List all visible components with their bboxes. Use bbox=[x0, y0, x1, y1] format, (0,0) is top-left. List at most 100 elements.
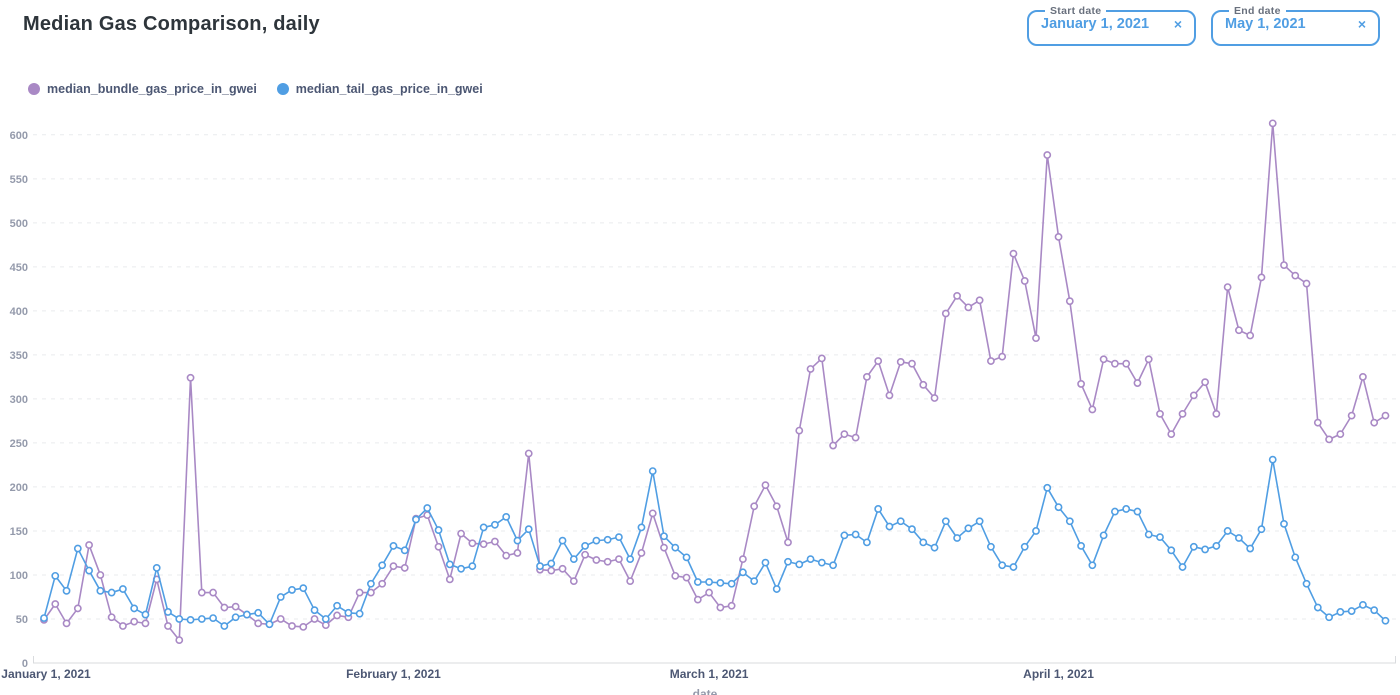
data-point-median_bundle_gas_price_in_gwei[interactable] bbox=[693, 595, 702, 604]
data-point-median_tail_gas_price_in_gwei[interactable] bbox=[378, 561, 387, 570]
data-point-median_bundle_gas_price_in_gwei[interactable] bbox=[581, 550, 589, 559]
data-point-median_tail_gas_price_in_gwei[interactable] bbox=[592, 536, 601, 545]
data-point-median_tail_gas_price_in_gwei[interactable] bbox=[885, 522, 894, 531]
data-point-median_bundle_gas_price_in_gwei[interactable] bbox=[96, 571, 105, 579]
data-point-median_tail_gas_price_in_gwei[interactable] bbox=[209, 614, 217, 623]
data-point-median_bundle_gas_price_in_gwei[interactable] bbox=[806, 365, 815, 373]
data-point-median_tail_gas_price_in_gwei[interactable] bbox=[941, 517, 950, 526]
data-point-median_tail_gas_price_in_gwei[interactable] bbox=[1144, 530, 1153, 539]
data-point-median_tail_gas_price_in_gwei[interactable] bbox=[141, 610, 150, 619]
data-point-median_tail_gas_price_in_gwei[interactable] bbox=[1099, 531, 1108, 540]
data-point-median_bundle_gas_price_in_gwei[interactable] bbox=[491, 537, 499, 546]
data-point-median_tail_gas_price_in_gwei[interactable] bbox=[1257, 525, 1266, 534]
data-point-median_tail_gas_price_in_gwei[interactable] bbox=[693, 578, 702, 586]
data-point-median_tail_gas_price_in_gwei[interactable] bbox=[637, 523, 646, 532]
data-point-median_bundle_gas_price_in_gwei[interactable] bbox=[321, 621, 330, 630]
start-date-filter[interactable]: Start date January 1, 2021 × bbox=[1027, 5, 1196, 46]
data-point-median_tail_gas_price_in_gwei[interactable] bbox=[1246, 544, 1255, 553]
data-point-median_bundle_gas_price_in_gwei[interactable] bbox=[919, 380, 928, 389]
data-point-median_tail_gas_price_in_gwei[interactable] bbox=[400, 546, 409, 555]
data-point-median_bundle_gas_price_in_gwei[interactable] bbox=[1032, 334, 1040, 343]
data-point-median_tail_gas_price_in_gwei[interactable] bbox=[457, 564, 465, 573]
data-point-median_tail_gas_price_in_gwei[interactable] bbox=[333, 601, 341, 610]
data-point-median_tail_gas_price_in_gwei[interactable] bbox=[626, 555, 635, 564]
data-point-median_tail_gas_price_in_gwei[interactable] bbox=[705, 578, 713, 586]
data-point-median_bundle_gas_price_in_gwei[interactable] bbox=[964, 303, 973, 312]
data-point-median_bundle_gas_price_in_gwei[interactable] bbox=[1009, 249, 1018, 258]
data-point-median_tail_gas_price_in_gwei[interactable] bbox=[299, 584, 308, 593]
data-point-median_tail_gas_price_in_gwei[interactable] bbox=[310, 606, 319, 615]
data-point-median_bundle_gas_price_in_gwei[interactable] bbox=[445, 575, 454, 584]
data-point-median_bundle_gas_price_in_gwei[interactable] bbox=[671, 571, 680, 580]
data-point-median_tail_gas_price_in_gwei[interactable] bbox=[40, 614, 48, 623]
data-point-median_tail_gas_price_in_gwei[interactable] bbox=[772, 585, 781, 593]
data-point-median_bundle_gas_price_in_gwei[interactable] bbox=[524, 449, 533, 458]
data-point-median_bundle_gas_price_in_gwei[interactable] bbox=[1257, 273, 1266, 282]
data-point-median_bundle_gas_price_in_gwei[interactable] bbox=[682, 573, 691, 582]
data-point-median_bundle_gas_price_in_gwei[interactable] bbox=[502, 551, 511, 560]
data-point-median_bundle_gas_price_in_gwei[interactable] bbox=[1370, 418, 1379, 427]
data-point-median_bundle_gas_price_in_gwei[interactable] bbox=[739, 555, 747, 564]
data-point-median_bundle_gas_price_in_gwei[interactable] bbox=[615, 555, 623, 564]
data-point-median_bundle_gas_price_in_gwei[interactable] bbox=[209, 588, 217, 597]
data-point-median_bundle_gas_price_in_gwei[interactable] bbox=[231, 602, 240, 611]
data-point-median_bundle_gas_price_in_gwei[interactable] bbox=[987, 357, 995, 365]
data-point-median_bundle_gas_price_in_gwei[interactable] bbox=[1381, 411, 1390, 420]
data-point-median_tail_gas_price_in_gwei[interactable] bbox=[412, 515, 420, 524]
data-point-median_bundle_gas_price_in_gwei[interactable] bbox=[1099, 355, 1108, 364]
data-point-median_bundle_gas_price_in_gwei[interactable] bbox=[863, 372, 871, 381]
data-point-median_bundle_gas_price_in_gwei[interactable] bbox=[1291, 271, 1300, 280]
data-point-median_bundle_gas_price_in_gwei[interactable] bbox=[1189, 391, 1198, 400]
data-point-median_bundle_gas_price_in_gwei[interactable] bbox=[1246, 331, 1255, 340]
data-point-median_tail_gas_price_in_gwei[interactable] bbox=[930, 543, 939, 552]
data-point-median_bundle_gas_price_in_gwei[interactable] bbox=[908, 359, 916, 368]
legend-item-tail[interactable]: median_tail_gas_price_in_gwei bbox=[276, 82, 483, 96]
data-point-median_bundle_gas_price_in_gwei[interactable] bbox=[1077, 380, 1085, 388]
clear-start-date-icon[interactable]: × bbox=[1173, 16, 1182, 32]
data-point-median_bundle_gas_price_in_gwei[interactable] bbox=[1111, 359, 1119, 368]
data-point-median_bundle_gas_price_in_gwei[interactable] bbox=[953, 292, 961, 300]
data-point-median_bundle_gas_price_in_gwei[interactable] bbox=[1212, 409, 1221, 418]
data-point-median_bundle_gas_price_in_gwei[interactable] bbox=[276, 615, 285, 623]
data-point-median_tail_gas_price_in_gwei[interactable] bbox=[119, 585, 127, 593]
data-point-median_bundle_gas_price_in_gwei[interactable] bbox=[1088, 405, 1097, 414]
data-point-median_tail_gas_price_in_gwei[interactable] bbox=[806, 555, 815, 564]
data-point-median_bundle_gas_price_in_gwei[interactable] bbox=[378, 579, 387, 588]
data-point-median_bundle_gas_price_in_gwei[interactable] bbox=[592, 556, 601, 564]
data-point-median_bundle_gas_price_in_gwei[interactable] bbox=[930, 394, 939, 402]
data-point-median_tail_gas_price_in_gwei[interactable] bbox=[558, 536, 567, 545]
data-point-median_tail_gas_price_in_gwei[interactable] bbox=[603, 535, 612, 544]
data-point-median_tail_gas_price_in_gwei[interactable] bbox=[243, 610, 251, 619]
data-point-median_tail_gas_price_in_gwei[interactable] bbox=[355, 609, 364, 618]
data-point-median_tail_gas_price_in_gwei[interactable] bbox=[1359, 600, 1367, 609]
data-point-median_tail_gas_price_in_gwei[interactable] bbox=[491, 520, 499, 529]
data-point-median_bundle_gas_price_in_gwei[interactable] bbox=[1347, 411, 1356, 420]
data-point-median_bundle_gas_price_in_gwei[interactable] bbox=[941, 309, 950, 318]
data-point-median_bundle_gas_price_in_gwei[interactable] bbox=[637, 549, 646, 557]
data-point-median_tail_gas_price_in_gwei[interactable] bbox=[367, 579, 375, 588]
data-point-median_bundle_gas_price_in_gwei[interactable] bbox=[874, 357, 883, 365]
data-point-median_bundle_gas_price_in_gwei[interactable] bbox=[1122, 359, 1131, 368]
data-point-median_bundle_gas_price_in_gwei[interactable] bbox=[975, 296, 984, 305]
data-point-median_tail_gas_price_in_gwei[interactable] bbox=[1235, 534, 1243, 542]
data-point-median_tail_gas_price_in_gwei[interactable] bbox=[1065, 517, 1074, 526]
data-point-median_tail_gas_price_in_gwei[interactable] bbox=[840, 531, 849, 540]
data-point-median_tail_gas_price_in_gwei[interactable] bbox=[164, 608, 172, 616]
data-point-median_bundle_gas_price_in_gwei[interactable] bbox=[829, 441, 837, 450]
data-point-median_tail_gas_price_in_gwei[interactable] bbox=[1054, 503, 1063, 512]
start-date-value[interactable]: January 1, 2021 bbox=[1041, 16, 1150, 32]
data-point-median_bundle_gas_price_in_gwei[interactable] bbox=[85, 541, 93, 549]
data-point-median_bundle_gas_price_in_gwei[interactable] bbox=[107, 613, 116, 622]
data-point-median_bundle_gas_price_in_gwei[interactable] bbox=[851, 433, 860, 442]
data-point-median_tail_gas_price_in_gwei[interactable] bbox=[615, 533, 623, 542]
data-point-median_bundle_gas_price_in_gwei[interactable] bbox=[389, 562, 398, 571]
data-point-median_tail_gas_price_in_gwei[interactable] bbox=[389, 542, 398, 550]
data-point-median_tail_gas_price_in_gwei[interactable] bbox=[434, 526, 443, 534]
data-point-median_tail_gas_price_in_gwei[interactable] bbox=[569, 555, 578, 564]
data-point-median_tail_gas_price_in_gwei[interactable] bbox=[1077, 542, 1085, 550]
data-point-median_tail_gas_price_in_gwei[interactable] bbox=[51, 571, 60, 580]
data-point-median_bundle_gas_price_in_gwei[interactable] bbox=[761, 481, 770, 490]
data-point-median_tail_gas_price_in_gwei[interactable] bbox=[468, 562, 477, 571]
data-point-median_tail_gas_price_in_gwei[interactable] bbox=[874, 505, 883, 513]
data-point-median_bundle_gas_price_in_gwei[interactable] bbox=[772, 502, 781, 511]
